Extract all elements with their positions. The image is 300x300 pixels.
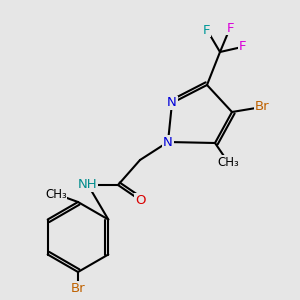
Text: NH: NH — [78, 178, 98, 191]
Text: O: O — [135, 194, 145, 206]
Text: Br: Br — [255, 100, 269, 113]
Text: Br: Br — [71, 281, 85, 295]
Text: F: F — [226, 22, 234, 34]
Text: N: N — [167, 97, 177, 110]
Text: N: N — [163, 136, 173, 148]
Text: CH₃: CH₃ — [217, 155, 239, 169]
Text: F: F — [238, 40, 246, 53]
Text: CH₃: CH₃ — [45, 188, 67, 200]
Text: F: F — [203, 23, 211, 37]
